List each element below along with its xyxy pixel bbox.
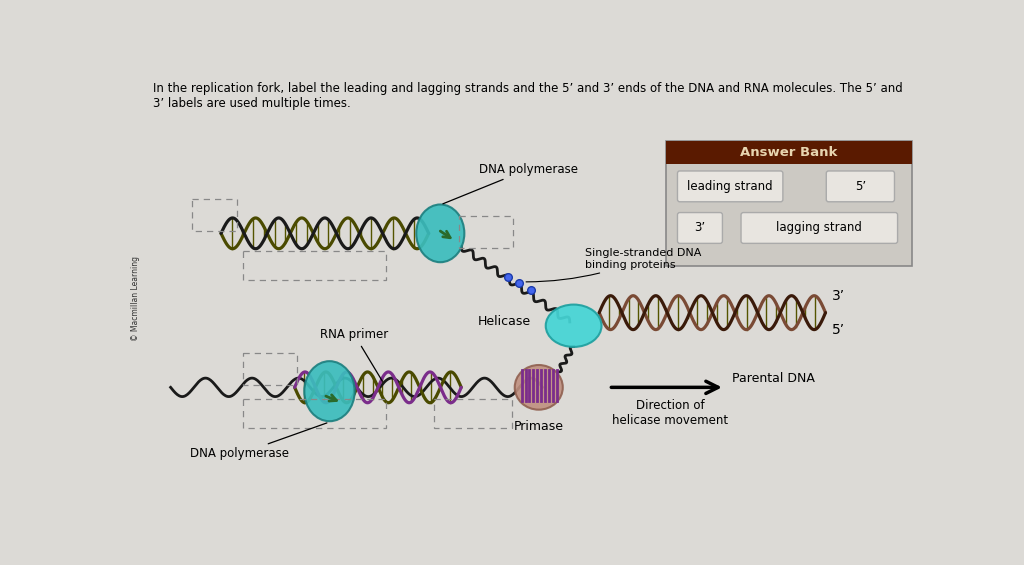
Text: Single-stranded DNA
binding proteins: Single-stranded DNA binding proteins [526, 248, 701, 282]
Ellipse shape [515, 365, 563, 410]
FancyBboxPatch shape [666, 141, 912, 266]
Text: Direction of
helicase movement: Direction of helicase movement [612, 399, 728, 427]
Text: Helicase: Helicase [478, 315, 531, 328]
Bar [243, 353, 297, 385]
Text: RNA primer: RNA primer [321, 328, 388, 381]
Text: 3’: 3’ [694, 221, 706, 234]
Text: Answer Bank: Answer Bank [740, 146, 838, 159]
Text: © Macmillan Learning: © Macmillan Learning [131, 257, 140, 341]
Bar [191, 199, 237, 231]
Bar [434, 399, 512, 428]
FancyBboxPatch shape [741, 212, 898, 244]
FancyBboxPatch shape [678, 212, 722, 244]
FancyBboxPatch shape [678, 171, 783, 202]
Text: 3’: 3’ [831, 289, 845, 303]
Ellipse shape [417, 205, 464, 262]
Ellipse shape [546, 305, 601, 347]
Text: 3’ labels are used multiple times.: 3’ labels are used multiple times. [153, 97, 350, 110]
FancyBboxPatch shape [666, 141, 912, 164]
Text: In the replication fork, label the leading and lagging strands and the 5’ and 3’: In the replication fork, label the leadi… [153, 82, 902, 95]
Text: lagging strand: lagging strand [776, 221, 862, 234]
Bar [243, 251, 386, 280]
Bar [459, 216, 513, 248]
Text: Parental DNA: Parental DNA [732, 372, 815, 385]
Text: 5’: 5’ [831, 323, 845, 337]
Text: leading strand: leading strand [687, 180, 773, 193]
Bar [243, 399, 386, 428]
Text: 5’: 5’ [855, 180, 866, 193]
FancyBboxPatch shape [826, 171, 895, 202]
Text: Primase: Primase [514, 420, 564, 433]
Ellipse shape [304, 361, 354, 421]
Text: DNA polymerase: DNA polymerase [190, 423, 327, 460]
Text: DNA polymerase: DNA polymerase [443, 163, 579, 204]
